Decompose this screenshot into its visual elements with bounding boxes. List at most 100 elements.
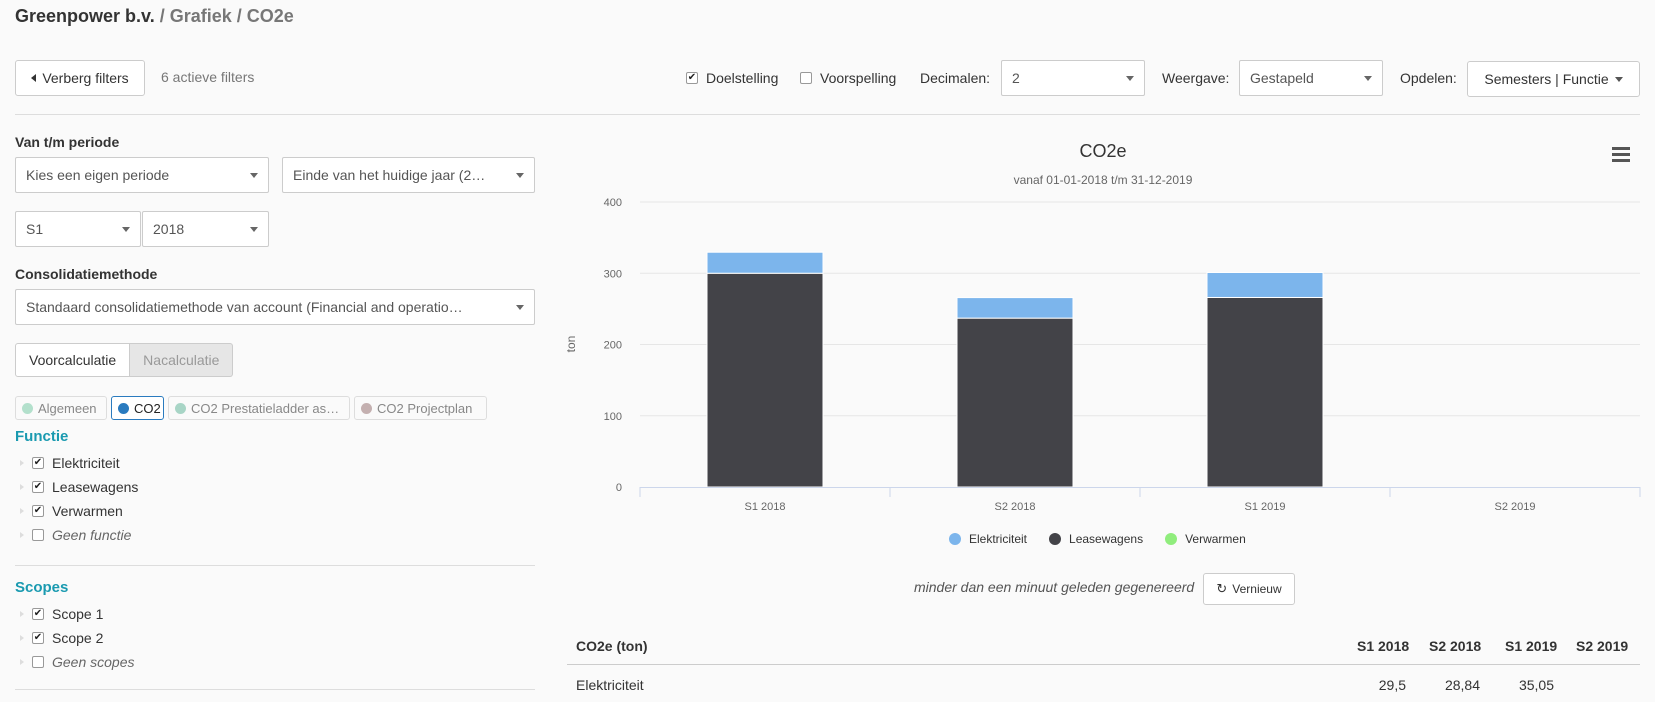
functie-title[interactable]: Functie (15, 428, 69, 445)
legend-item-leasewagens[interactable]: Leasewagens (1049, 532, 1143, 546)
x-tick-label: S2 2018 (995, 501, 1036, 513)
bar-segment[interactable] (706, 251, 824, 274)
opdelen-value: Semesters | Functie (1484, 71, 1609, 87)
legend-item-verwarmen[interactable]: Verwarmen (1165, 532, 1246, 546)
doelstelling-option[interactable]: ✔ Doelstelling (686, 70, 778, 86)
leasewagens-checkbox[interactable]: ✔ (32, 481, 44, 493)
legend-color-dot (1165, 533, 1178, 545)
verwarmen-checkbox[interactable]: ✔ (32, 505, 44, 517)
x-tick-label: S1 2018 (745, 501, 786, 513)
hide-filters-button[interactable]: Verberg filters (15, 60, 145, 96)
consolidatie-select[interactable]: Standaard consolidatiemethode van accoun… (15, 289, 535, 325)
bar-segment[interactable] (1206, 272, 1324, 298)
y-tick-label: 100 (604, 411, 622, 423)
tag-co2[interactable]: CO2 (111, 396, 164, 420)
functie-item-leasewagens[interactable]: ✔ Leasewagens (20, 475, 138, 499)
tag-co2-prestatieladder[interactable]: CO2 Prestatieladder as… (168, 396, 350, 420)
breadcrumb-company[interactable]: Greenpower b.v. (15, 6, 155, 26)
chevron-down-icon (516, 172, 524, 178)
functie-label: Elektriciteit (52, 455, 120, 471)
weergave-select[interactable]: Gestapeld (1239, 60, 1383, 96)
tree-arrow-icon (20, 611, 24, 617)
decimalen-value: 2 (1012, 70, 1020, 86)
chart-title: CO2e (1079, 141, 1126, 161)
scope2-checkbox[interactable]: ✔ (32, 632, 44, 644)
scopes-title[interactable]: Scopes (15, 579, 69, 596)
hide-filters-label: Verberg filters (42, 70, 129, 86)
refresh-button[interactable]: ↻ Vernieuw (1203, 573, 1295, 605)
functie-item-geen-functie[interactable]: Geen functie (20, 523, 138, 547)
tag-color-dot (22, 402, 33, 414)
tag-list: Algemeen CO2 CO2 Prestatieladder as… CO2… (15, 396, 487, 420)
periode-end-select[interactable]: Einde van het huidige jaar (2… (282, 157, 535, 193)
year-value: 2018 (153, 221, 185, 237)
voorspelling-option[interactable]: Voorspelling (800, 70, 896, 86)
voorspelling-checkbox[interactable] (800, 72, 812, 84)
table-header-col: S2 2018 (1429, 638, 1482, 654)
chart-x-axis: S1 2018 S2 2018 S1 2019 S2 2019 (639, 487, 1641, 513)
chart-subtitle: vanaf 01-01-2018 t/m 31-12-2019 (1014, 173, 1193, 187)
chart-bars (706, 251, 1324, 488)
menu-icon[interactable] (1612, 147, 1630, 162)
scope1-checkbox[interactable]: ✔ (32, 608, 44, 620)
scope-item-1[interactable]: ✔ Scope 1 (20, 602, 135, 626)
legend-item-elektriciteit[interactable]: Elektriciteit (949, 532, 1027, 546)
legend-color-dot (949, 533, 961, 545)
tag-algemeen[interactable]: Algemeen (15, 396, 107, 420)
bar-segment[interactable] (956, 297, 1074, 319)
chevron-down-icon (1126, 75, 1134, 81)
x-tick-label: S2 2019 (1495, 501, 1536, 513)
tree-arrow-icon (20, 484, 24, 490)
table-header-col: S1 2018 (1357, 638, 1410, 654)
decimalen-select[interactable]: 2 (1001, 60, 1145, 96)
bar-segment[interactable] (1206, 296, 1324, 488)
bar-segment[interactable] (956, 317, 1074, 488)
tag-co2-projectplan[interactable]: CO2 Projectplan (354, 396, 487, 420)
voorcalculatie-button[interactable]: Voorcalculatie (15, 343, 131, 377)
tree-arrow-icon (20, 532, 24, 538)
breadcrumb: Greenpower b.v. / Grafiek / CO2e (15, 6, 294, 27)
geen-scopes-checkbox[interactable] (32, 656, 44, 668)
tag-label: CO2 Projectplan (377, 400, 473, 416)
chevron-down-icon (250, 226, 258, 232)
elektriciteit-checkbox[interactable]: ✔ (32, 457, 44, 469)
scope-label: Scope 2 (52, 630, 104, 646)
chevron-down-icon (122, 226, 130, 232)
tree-arrow-icon (20, 659, 24, 665)
bar-segment[interactable] (706, 272, 824, 488)
scope-item-geen[interactable]: Geen scopes (20, 650, 135, 674)
tag-label: CO2 Prestatieladder as… (191, 400, 340, 416)
year-select[interactable]: 2018 (142, 211, 269, 247)
weergave-label: Weergave: (1162, 70, 1230, 86)
semester-value: S1 (26, 221, 44, 237)
periode-end-value: Einde van het huidige jaar (2… (293, 167, 486, 183)
legend-label: Verwarmen (1185, 532, 1246, 546)
functie-item-elektriciteit[interactable]: ✔ Elektriciteit (20, 451, 138, 475)
geen-functie-checkbox[interactable] (32, 529, 44, 541)
scope-item-2[interactable]: ✔ Scope 2 (20, 626, 135, 650)
table-header-title: CO2e (ton) (576, 638, 648, 654)
nacalculatie-button[interactable]: Nacalculatie (130, 343, 234, 377)
tag-label: Algemeen (38, 400, 97, 416)
functie-label: Verwarmen (52, 503, 123, 519)
decimalen-label: Decimalen: (920, 70, 991, 86)
refresh-label: Vernieuw (1232, 582, 1282, 596)
consolidatie-label: Consolidatiemethode (15, 266, 158, 282)
functie-label: Geen functie (52, 527, 132, 543)
tag-color-dot (118, 402, 129, 414)
breadcrumb-grafiek[interactable]: Grafiek (169, 6, 232, 26)
scopes-tree: ✔ Scope 1 ✔ Scope 2 Geen scopes (20, 602, 135, 674)
semester-select[interactable]: S1 (15, 211, 141, 247)
periode-select[interactable]: Kies een eigen periode (15, 157, 269, 193)
y-tick-label: 200 (604, 340, 622, 352)
functie-label: Leasewagens (52, 479, 139, 495)
legend-label: Elektriciteit (969, 532, 1028, 546)
tree-arrow-icon (20, 635, 24, 641)
table-cell: 29,5 (1378, 677, 1406, 693)
table-cell: 35,05 (1518, 677, 1554, 693)
functie-item-verwarmen[interactable]: ✔ Verwarmen (20, 499, 138, 523)
co2e-chart: CO2e vanaf 01-01-2018 t/m 31-12-2019 0 10… (564, 141, 1641, 513)
opdelen-dropdown-button[interactable]: Semesters | Functie (1467, 61, 1640, 97)
doelstelling-checkbox[interactable]: ✔ (686, 72, 698, 84)
x-tick-label: S1 2019 (1245, 501, 1286, 513)
